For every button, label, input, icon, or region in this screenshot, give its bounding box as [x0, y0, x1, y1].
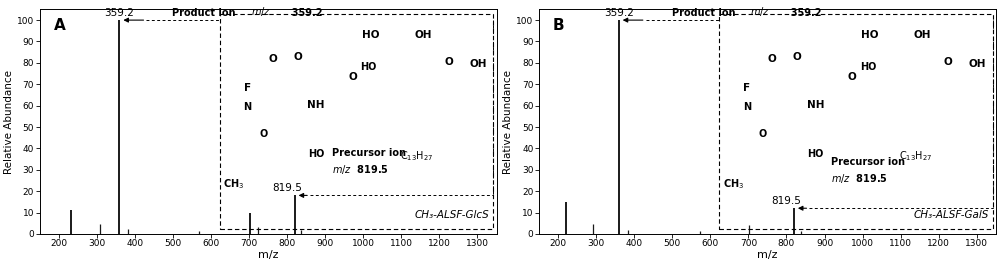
X-axis label: m/z: m/z: [757, 250, 778, 260]
Text: Product ion: Product ion: [672, 8, 738, 18]
Text: B: B: [553, 18, 564, 34]
Text: NH: NH: [807, 100, 824, 110]
Text: O: O: [259, 129, 268, 139]
Text: $\it{m/z}$  819.5: $\it{m/z}$ 819.5: [831, 172, 888, 185]
Text: 359.2: 359.2: [104, 8, 134, 18]
Text: Precursor ion: Precursor ion: [332, 148, 406, 158]
Text: CH₃-ALSF-GlcS: CH₃-ALSF-GlcS: [415, 210, 490, 220]
Text: $\it{m/z}$  819.5: $\it{m/z}$ 819.5: [332, 163, 389, 176]
Text: HO: HO: [362, 30, 380, 40]
Text: OH: OH: [969, 59, 986, 69]
X-axis label: m/z: m/z: [258, 250, 278, 260]
Text: F: F: [743, 83, 750, 93]
Text: 819.5: 819.5: [771, 196, 801, 206]
Text: NH: NH: [307, 100, 325, 110]
Text: CH₃-ALSF-GalS: CH₃-ALSF-GalS: [914, 210, 989, 220]
Text: N: N: [743, 102, 751, 112]
Text: OH: OH: [470, 59, 487, 69]
Text: Precursor ion: Precursor ion: [831, 157, 905, 167]
Text: 359.2: 359.2: [604, 8, 634, 18]
Text: O: O: [444, 57, 453, 67]
Text: O: O: [759, 129, 767, 139]
Text: HO: HO: [807, 149, 824, 159]
Text: A: A: [53, 18, 65, 34]
Text: $\mathregular{C_{13}H_{27}}$: $\mathregular{C_{13}H_{27}}$: [899, 149, 933, 163]
Text: CH$_3$: CH$_3$: [223, 178, 244, 191]
Text: O: O: [793, 51, 802, 62]
Text: CH$_3$: CH$_3$: [723, 178, 744, 191]
Text: O: O: [943, 57, 952, 67]
Text: $\it{m/z}$: $\it{m/z}$: [750, 5, 770, 18]
Text: N: N: [244, 102, 252, 112]
Text: $\mathregular{C_{13}H_{27}}$: $\mathregular{C_{13}H_{27}}$: [400, 149, 433, 163]
Text: HO: HO: [861, 30, 879, 40]
Text: Product ion: Product ion: [172, 8, 239, 18]
Text: O: O: [848, 72, 856, 82]
Text: O: O: [268, 54, 277, 64]
Text: O: O: [293, 51, 302, 62]
Text: HO: HO: [360, 62, 377, 72]
Text: HO: HO: [860, 62, 876, 72]
Text: 359.2: 359.2: [285, 8, 322, 18]
Text: OH: OH: [914, 30, 931, 40]
Text: F: F: [244, 83, 251, 93]
Text: 359.2: 359.2: [784, 8, 822, 18]
Text: O: O: [348, 72, 357, 82]
Y-axis label: Relative Abundance: Relative Abundance: [503, 70, 513, 174]
Text: 819.5: 819.5: [272, 183, 302, 193]
Y-axis label: Relative Abundance: Relative Abundance: [4, 70, 14, 174]
Text: HO: HO: [308, 149, 324, 159]
Text: O: O: [768, 54, 776, 64]
Text: $\it{m/z}$: $\it{m/z}$: [251, 5, 271, 18]
Text: OH: OH: [415, 30, 432, 40]
